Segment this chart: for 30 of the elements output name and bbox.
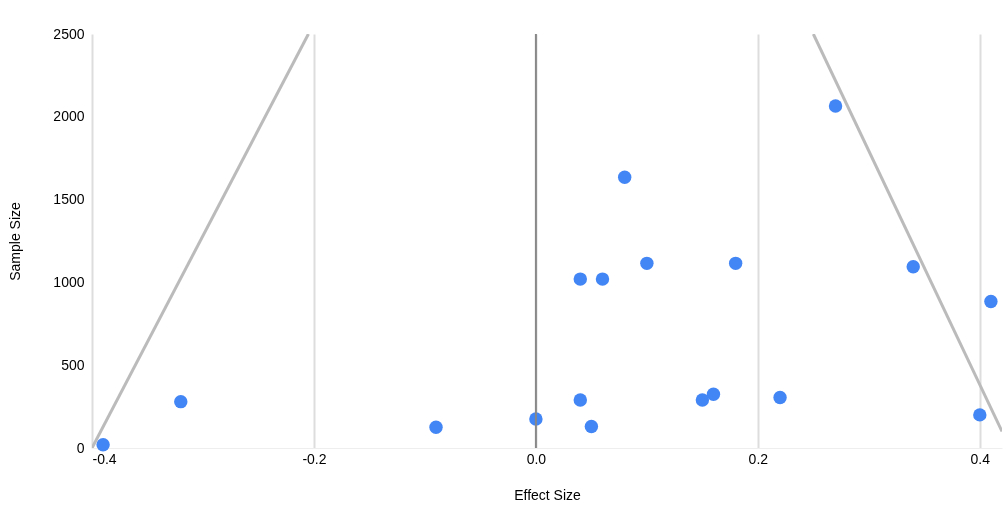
x-axis-title: Effect Size xyxy=(514,486,582,503)
x-tick-label: 0.0 xyxy=(526,450,547,467)
point xyxy=(573,393,587,407)
point xyxy=(706,387,721,401)
y-tick-label: 1500 xyxy=(53,191,85,208)
point xyxy=(773,390,787,405)
y-axis-title: Sample Size xyxy=(7,201,24,281)
point xyxy=(174,394,188,409)
point xyxy=(906,259,920,274)
y-tick-label: 500 xyxy=(61,356,85,373)
x-tick-label: 0.2 xyxy=(748,450,769,467)
x-tick-label: -0.4 xyxy=(92,450,117,467)
y-tick-label: 0 xyxy=(76,439,85,456)
point xyxy=(728,256,743,271)
point xyxy=(96,437,110,452)
point xyxy=(640,256,654,271)
point xyxy=(973,408,987,422)
point xyxy=(828,99,843,113)
point xyxy=(595,272,610,286)
x-tick-label: 0.4 xyxy=(970,450,991,467)
point xyxy=(429,420,443,434)
point xyxy=(584,419,599,434)
y-tick-label: 1000 xyxy=(53,273,85,290)
y-tick-label: 2500 xyxy=(53,25,85,42)
y-tick-label: 2000 xyxy=(53,108,85,125)
point xyxy=(984,294,998,309)
point xyxy=(617,170,632,184)
point xyxy=(573,272,587,286)
point xyxy=(695,393,710,407)
x-tick-label: -0.2 xyxy=(302,450,327,467)
